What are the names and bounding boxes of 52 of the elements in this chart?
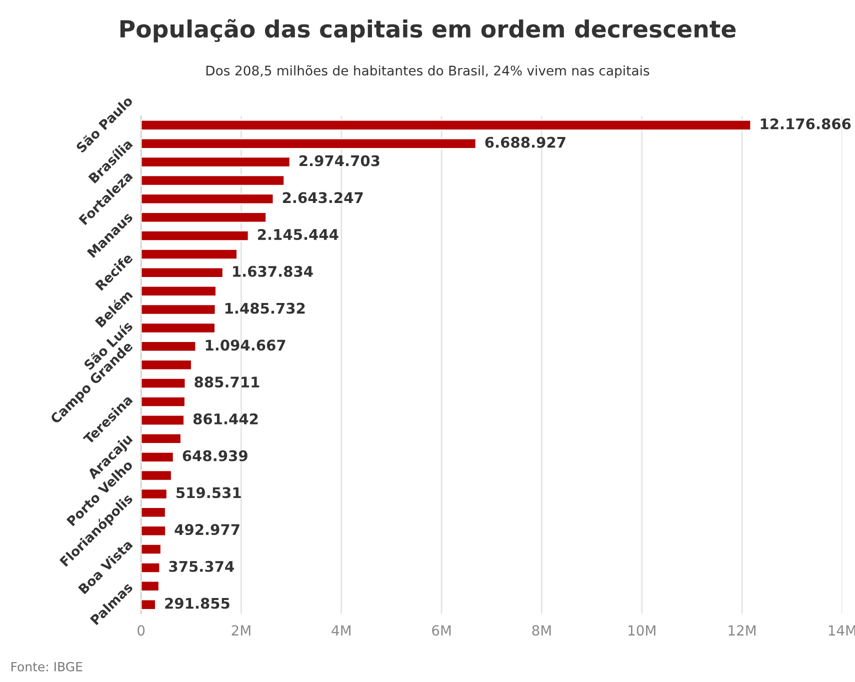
source-note: Fonte: IBGE (11, 662, 82, 672)
data-label: 375.374 (169, 560, 234, 572)
data-label: 1.637.834 (233, 266, 313, 277)
data-label: 648.939 (182, 450, 248, 462)
bar (141, 156, 291, 168)
bar (141, 248, 238, 260)
bar (141, 340, 197, 352)
bar (141, 212, 267, 224)
bar (141, 525, 166, 537)
bar (141, 470, 172, 482)
bar (141, 378, 186, 390)
bar (141, 414, 185, 426)
bar (141, 506, 166, 518)
data-label: 1.485.732 (225, 302, 305, 314)
bar (141, 580, 160, 592)
bar (141, 396, 186, 408)
bar (141, 432, 182, 444)
x-tick-label: 2M (232, 625, 250, 636)
x-tick-label: 12M (728, 625, 756, 636)
data-label: 2.643.247 (282, 192, 363, 204)
bar (141, 598, 156, 610)
data-label: 291.855 (165, 598, 230, 609)
data-label: 6.688.927 (485, 136, 566, 148)
bar (141, 230, 250, 242)
bar (141, 359, 192, 371)
data-label: 1.094.667 (206, 340, 286, 351)
bar (141, 119, 752, 131)
x-tick-label: 8M (532, 625, 551, 636)
x-tick-label: 10M (628, 625, 656, 636)
bar (141, 488, 168, 500)
bar (141, 543, 162, 556)
data-label: 519.531 (176, 487, 241, 498)
x-tick-label: 0 (138, 625, 145, 636)
x-tick-label: 4M (332, 625, 350, 636)
bar (141, 193, 274, 205)
bar (141, 138, 477, 150)
data-label: 2.974.703 (300, 155, 380, 166)
data-label: 12.176.866 (760, 118, 851, 130)
data-label: 492.977 (174, 524, 240, 536)
bar (141, 304, 216, 316)
chart-title: População das capitais em ordem decrescente (120, 19, 736, 42)
bar (141, 322, 216, 334)
chart-subtitle: Dos 208,5 milhões de habitantes do Brasil, 24% vivem nas capitais (206, 65, 650, 78)
data-label: 861.442 (193, 413, 258, 424)
data-label: 885.711 (194, 376, 260, 388)
bar (141, 285, 217, 297)
x-tick-label: 6M (432, 625, 451, 636)
bar (141, 174, 285, 186)
bar (141, 266, 224, 278)
bar (141, 451, 174, 463)
data-label: 2.145.444 (258, 228, 338, 240)
bar (141, 562, 161, 574)
